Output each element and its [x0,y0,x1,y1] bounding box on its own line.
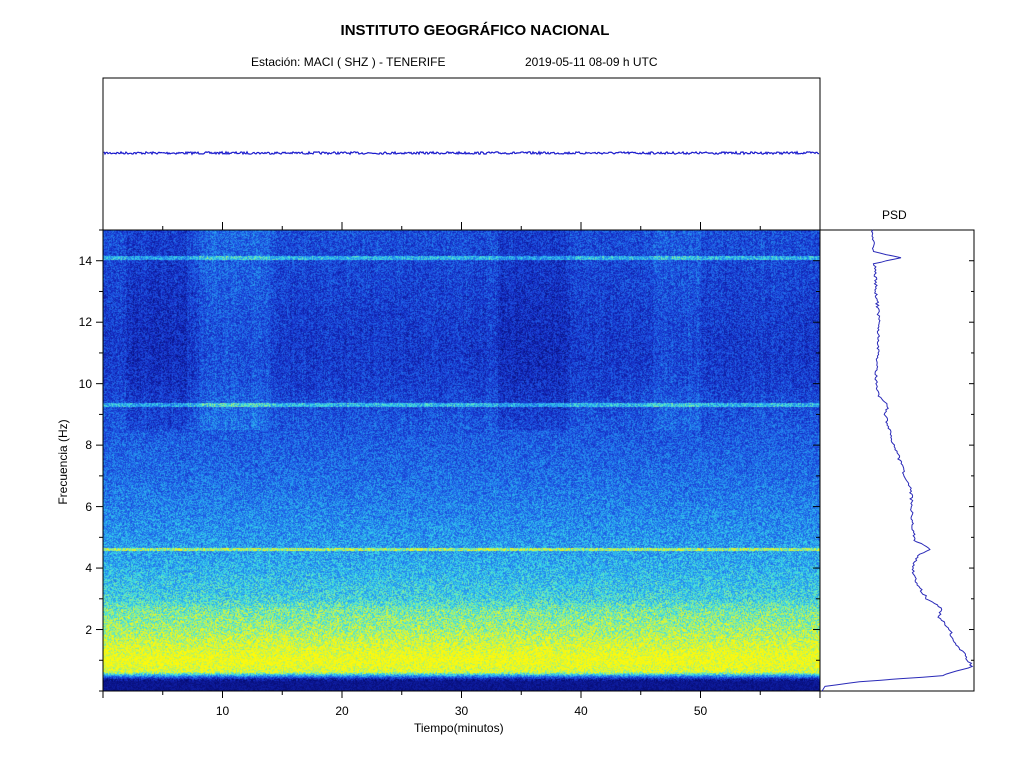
seismogram-trace [103,150,820,156]
station-label: Estación: MACI ( SHZ ) - TENERIFE [251,55,446,69]
spectrogram-heatmap [103,230,820,691]
x-tick-label: 20 [335,704,349,718]
x-tick-label: 30 [454,704,469,718]
datetime-label: 2019-05-11 08-09 h UTC [525,55,658,69]
y-tick-label: 4 [85,561,92,576]
x-tick-label: 10 [215,704,230,718]
spectrogram-frame [102,229,821,692]
y-tick-label: 12 [78,315,92,330]
x-tick-label: 50 [693,704,708,718]
psd-frame [819,229,975,692]
y-tick-label: 2 [85,622,92,637]
x-axis-label: Tiempo(minutos) [414,721,504,735]
chart-title: INSTITUTO GEOGRÁFICO NACIONAL [340,22,610,39]
x-tick-label: 40 [574,704,588,718]
y-tick-label: 6 [85,499,92,514]
psd-title: PSD [882,208,907,222]
psd-curve [821,229,974,692]
y-tick-label: 8 [85,438,92,453]
y-tick-label: 10 [78,376,92,391]
y-axis-label: Frecuencia (Hz) [56,419,70,505]
y-tick-label: 14 [78,253,92,268]
